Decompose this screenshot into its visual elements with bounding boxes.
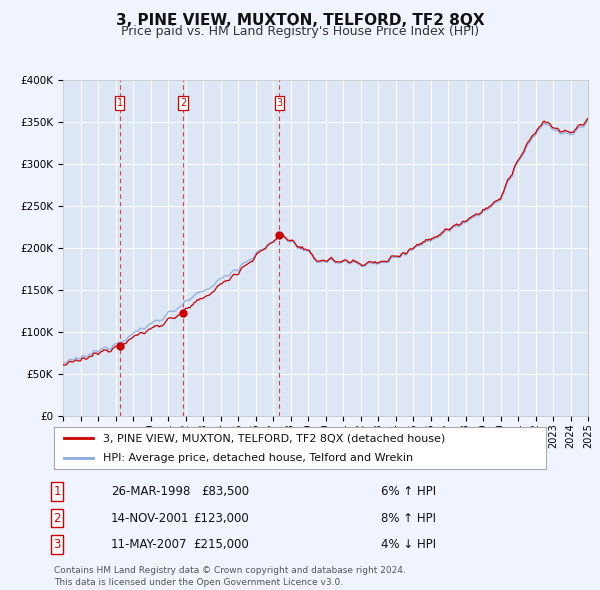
- Text: 3, PINE VIEW, MUXTON, TELFORD, TF2 8QX (detached house): 3, PINE VIEW, MUXTON, TELFORD, TF2 8QX (…: [103, 433, 445, 443]
- Text: 14-NOV-2001: 14-NOV-2001: [111, 512, 190, 525]
- Text: 4% ↓ HPI: 4% ↓ HPI: [381, 538, 436, 551]
- Text: Price paid vs. HM Land Registry's House Price Index (HPI): Price paid vs. HM Land Registry's House …: [121, 25, 479, 38]
- Text: HPI: Average price, detached house, Telford and Wrekin: HPI: Average price, detached house, Telf…: [103, 453, 413, 463]
- Text: 3, PINE VIEW, MUXTON, TELFORD, TF2 8QX: 3, PINE VIEW, MUXTON, TELFORD, TF2 8QX: [116, 13, 484, 28]
- Text: 6% ↑ HPI: 6% ↑ HPI: [381, 485, 436, 498]
- Text: £215,000: £215,000: [193, 538, 249, 551]
- Text: 3: 3: [277, 98, 283, 108]
- Text: 3: 3: [53, 538, 61, 551]
- Text: 8% ↑ HPI: 8% ↑ HPI: [381, 512, 436, 525]
- Text: 2: 2: [180, 98, 187, 108]
- Text: 26-MAR-1998: 26-MAR-1998: [111, 485, 190, 498]
- Text: Contains HM Land Registry data © Crown copyright and database right 2024.
This d: Contains HM Land Registry data © Crown c…: [54, 566, 406, 587]
- Text: 2: 2: [53, 512, 61, 525]
- Text: 11-MAY-2007: 11-MAY-2007: [111, 538, 187, 551]
- Text: 1: 1: [116, 98, 122, 108]
- Text: 1: 1: [53, 485, 61, 498]
- Text: £83,500: £83,500: [201, 485, 249, 498]
- Text: £123,000: £123,000: [193, 512, 249, 525]
